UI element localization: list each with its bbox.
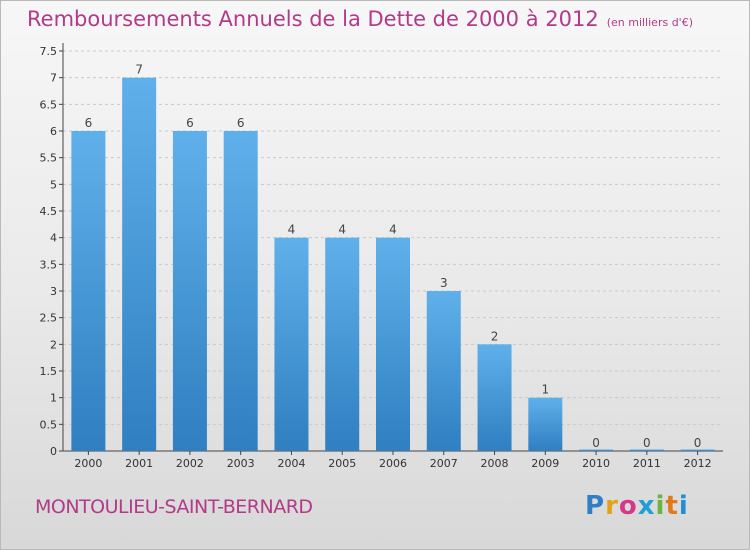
y-tick-label: 3.5	[40, 258, 58, 271]
data-label-2004: 4	[288, 223, 296, 237]
x-tick-label-2004: 2004	[277, 457, 305, 470]
y-tick-label: 2.5	[40, 312, 58, 325]
logo-letter: P	[585, 491, 606, 521]
y-tick-label: 6	[50, 125, 57, 138]
bar-2001	[122, 77, 157, 452]
y-tick-label: 4.5	[40, 205, 58, 218]
x-tick-label-2000: 2000	[74, 457, 102, 470]
y-tick-label: 5.5	[40, 152, 58, 165]
data-label-2010: 0	[592, 436, 600, 450]
chart-title-text: Remboursements Annuels de la Dette de 20…	[27, 7, 599, 31]
logo-letter: t	[665, 491, 679, 521]
y-tick-label: 6.5	[40, 98, 58, 111]
data-label-2000: 6	[85, 116, 93, 130]
x-tick-label-2003: 2003	[227, 457, 255, 470]
data-label-2001: 7	[135, 63, 143, 77]
x-tick-label-2002: 2002	[176, 457, 204, 470]
data-label-2005: 4	[338, 223, 346, 237]
x-tick-label-2006: 2006	[379, 457, 407, 470]
x-tick-label-2005: 2005	[328, 457, 356, 470]
data-label-2007: 3	[440, 276, 448, 290]
x-tick-label-2010: 2010	[582, 457, 610, 470]
data-label-2002: 6	[186, 116, 194, 130]
bars	[71, 77, 715, 452]
y-tick-label: 0.5	[40, 418, 58, 431]
bar-2011	[629, 449, 664, 451]
logo-letter: r	[605, 491, 619, 521]
bar-2005	[325, 237, 360, 451]
data-label-2012: 0	[694, 436, 702, 450]
logo-letter: x	[637, 491, 656, 521]
data-label-2008: 2	[491, 329, 499, 343]
y-tick-label: 0	[50, 445, 57, 458]
x-tick-label-2012: 2012	[684, 457, 712, 470]
y-tick-label: 7	[50, 72, 57, 85]
bar-2006	[376, 237, 410, 451]
bar-2003	[223, 131, 258, 451]
y-tick-label: 4	[50, 232, 57, 245]
y-tick-label: 1	[50, 392, 57, 405]
y-tick-label: 2	[50, 338, 57, 351]
proxiti-logo: Proxiti	[585, 491, 689, 521]
bar-2000	[71, 131, 106, 451]
bar-2004	[274, 237, 309, 451]
x-tick-label-2001: 2001	[125, 457, 153, 470]
data-label-2011: 0	[643, 436, 651, 450]
bar-2009	[528, 397, 563, 451]
x-tick-label-2009: 2009	[531, 457, 559, 470]
data-label-2003: 6	[237, 116, 245, 130]
bar-2007	[426, 291, 461, 451]
bar-2002	[172, 131, 207, 451]
commune-name: MONTOULIEU-SAINT-BERNARD	[35, 496, 313, 518]
bar-2008	[477, 344, 512, 451]
data-label-2009: 1	[541, 383, 549, 397]
x-tick-label-2008: 2008	[481, 457, 509, 470]
data-label-2006: 4	[389, 223, 397, 237]
y-tick-label: 3	[50, 285, 57, 298]
chart-unit: (en milliers d'€)	[606, 16, 693, 29]
chart-title: Remboursements Annuels de la Dette de 20…	[27, 7, 693, 31]
logo-letter: i	[655, 491, 666, 521]
y-tick-label: 7.5	[40, 45, 58, 58]
x-tick-label-2007: 2007	[430, 457, 458, 470]
logo-letter: i	[678, 491, 689, 521]
y-tick-label: 1.5	[40, 365, 58, 378]
data-labels: 6 7 6 6 4 4 4 3 2 1 0 0 0	[85, 63, 702, 450]
logo-letter: o	[618, 491, 638, 521]
y-tick-label: 5	[50, 178, 57, 191]
bar-2010	[579, 449, 614, 451]
x-tick-label-2011: 2011	[633, 457, 661, 470]
bar-2012	[680, 449, 715, 451]
